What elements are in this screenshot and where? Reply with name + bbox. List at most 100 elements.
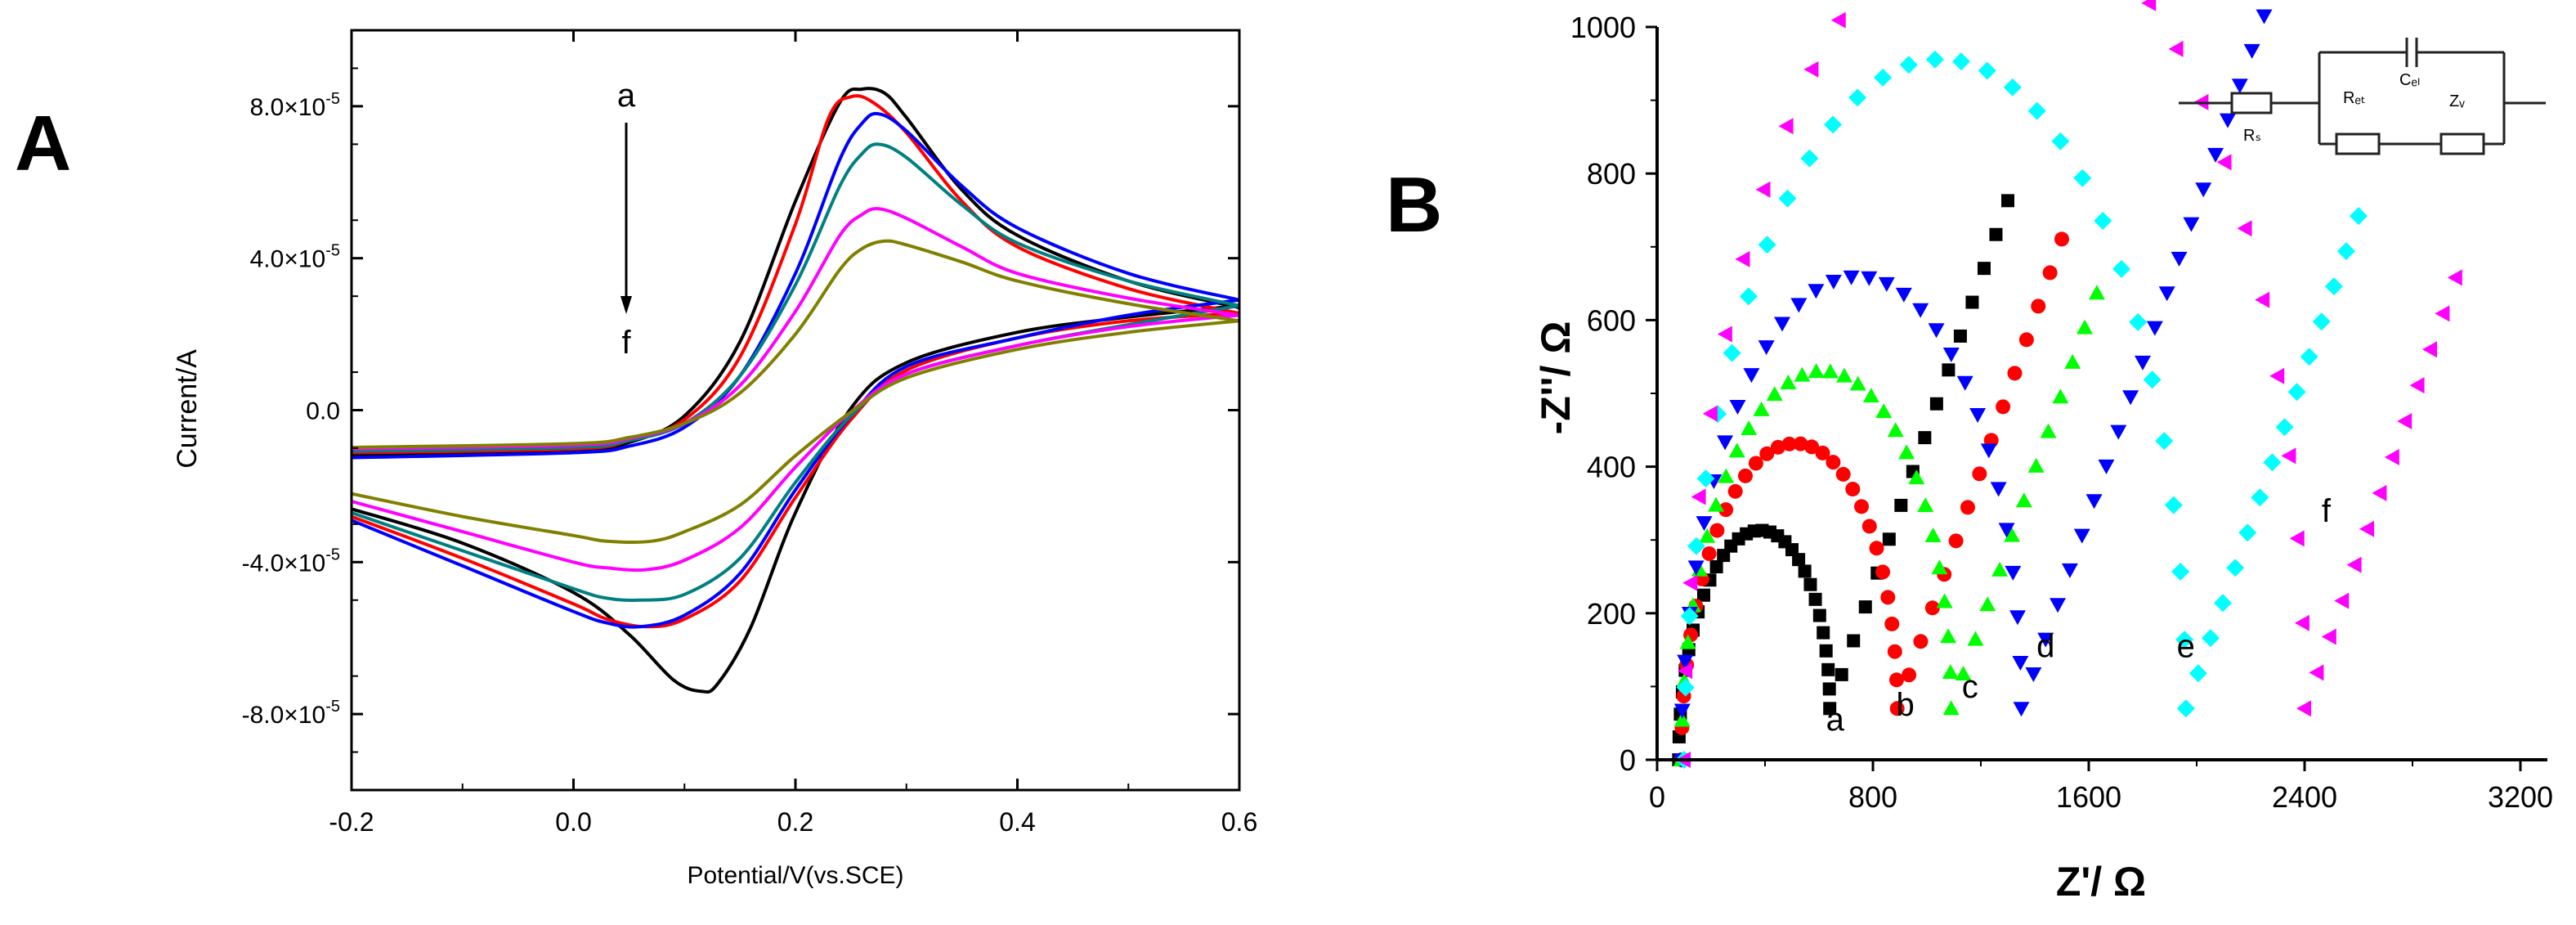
eis-series-label: a <box>1826 702 1845 738</box>
eis-point <box>2064 353 2081 369</box>
cv-curve-a <box>351 87 1240 694</box>
eis-series-d <box>1673 9 2273 768</box>
circuit-label-cdl: Cₑₗ <box>2399 71 2420 89</box>
cv-y-tick-label: 0.0 <box>306 398 340 425</box>
eis-series-label: e <box>2177 629 2195 665</box>
eis-point <box>2255 291 2270 308</box>
eis-point <box>2336 242 2355 261</box>
eis-point <box>2263 453 2282 472</box>
eis-point <box>1808 284 1825 299</box>
cv-chart: -0.2 0.0 0.2 0.4 0.6 -8.0×10-5 -4.0×10-5 0.0 4.0… <box>172 29 1257 889</box>
eis-point <box>2275 418 2294 437</box>
eis-point <box>1991 561 2009 577</box>
eis-point <box>1989 227 2003 241</box>
eis-point <box>1729 399 1746 415</box>
eis-point <box>1673 712 1691 727</box>
eis-point <box>1687 537 1706 555</box>
eis-point <box>1908 469 1925 485</box>
cv-x-axis-title: Potential/V(vs.SCE) <box>687 862 903 889</box>
eis-series-e <box>1675 50 2368 769</box>
eis-point <box>2226 559 2245 577</box>
eis-point <box>1878 276 1895 292</box>
eis-point <box>1969 407 1987 423</box>
eis-point <box>1821 363 1839 379</box>
eis-point <box>2085 494 2103 510</box>
circuit-label-zw: Zᵥ <box>2449 92 2465 110</box>
eis-point <box>2061 563 2078 578</box>
eis-point <box>1735 250 1750 267</box>
eis-point <box>2098 459 2115 474</box>
eis-point <box>1808 363 1825 379</box>
eis-point <box>2372 484 2387 501</box>
eis-point <box>1680 607 1699 626</box>
eis-point <box>1821 662 1835 676</box>
eis-point <box>2300 348 2318 366</box>
eis-point <box>1819 644 1833 658</box>
eis-point <box>2005 565 2022 581</box>
eis-point <box>1895 287 1912 303</box>
eis-point <box>1780 374 1797 389</box>
eis-point <box>1758 340 1775 356</box>
eis-point <box>1835 466 1851 482</box>
eis-point <box>1709 559 1723 573</box>
eis-point <box>2256 9 2273 25</box>
cv-cathodic-sweep-b <box>351 312 1240 629</box>
eis-point <box>1826 455 1841 470</box>
cv-cathodic-sweep-f <box>351 319 1240 544</box>
eis-point <box>1770 439 1785 455</box>
eis-x-tick-label: 2400 <box>2272 780 2337 814</box>
eis-x-tick-label: 3200 <box>2488 780 2553 814</box>
eis-point <box>2027 101 2046 120</box>
eis-point <box>1924 600 1940 616</box>
eis-point <box>2007 366 2023 381</box>
eis-point <box>1691 488 1706 505</box>
cv-cathodic-sweep-c <box>351 298 1240 629</box>
eis-series-c <box>1673 285 2105 766</box>
eis-point <box>2050 598 2067 613</box>
eis-point <box>1728 442 1745 458</box>
eis-point <box>1928 323 1945 339</box>
eis-point <box>1793 436 1808 451</box>
eis-point <box>1861 271 1878 286</box>
eis-point <box>2238 523 2257 542</box>
eis-point <box>1918 431 1932 445</box>
eis-point <box>1676 678 1695 697</box>
cv-anodic-sweep-c <box>351 111 1240 460</box>
eis-point <box>1778 189 1797 208</box>
eis-series-label: f <box>2322 493 2332 529</box>
cv-x-tick-label: 0.4 <box>999 807 1035 837</box>
eis-point <box>2447 269 2462 286</box>
eis-x-tick-label: 800 <box>1848 780 1897 814</box>
eis-point <box>2110 424 2127 440</box>
cv-y-tick-label: 8.0×10-5 <box>250 90 340 121</box>
cv-x-tick-label: 0.2 <box>777 807 813 837</box>
eis-point <box>2003 78 2022 97</box>
eis-point <box>1708 496 1725 512</box>
eis-point <box>1718 502 1734 518</box>
eis-point <box>1748 456 1763 471</box>
eis-point <box>2281 447 2296 465</box>
zw-element <box>2439 132 2485 155</box>
eis-point <box>1967 631 1984 646</box>
eis-point <box>2435 305 2450 322</box>
eis-point <box>1924 527 1942 542</box>
equivalent-circuit-inset <box>2179 38 2546 155</box>
eis-point <box>1755 181 1771 198</box>
eis-point <box>1817 626 1830 640</box>
eis-point <box>2296 700 2311 717</box>
eis-point <box>2012 655 2029 671</box>
eis-point <box>1887 422 1904 438</box>
eis-point <box>2201 629 2220 648</box>
eis-point <box>1942 700 1960 716</box>
eis-point <box>1849 375 1866 391</box>
eis-x-tick-label: 0 <box>1649 780 1665 814</box>
eis-point <box>1758 236 1776 254</box>
eis-point <box>1979 596 1996 612</box>
eis-point <box>1874 68 1893 87</box>
eis-point <box>2324 277 2343 296</box>
eis-point <box>2129 312 2148 331</box>
eis-point <box>1677 654 1694 670</box>
eis-point <box>1887 644 1902 659</box>
eis-point <box>2143 370 2162 389</box>
cv-y-tick-label: -4.0×10-5 <box>242 546 340 577</box>
